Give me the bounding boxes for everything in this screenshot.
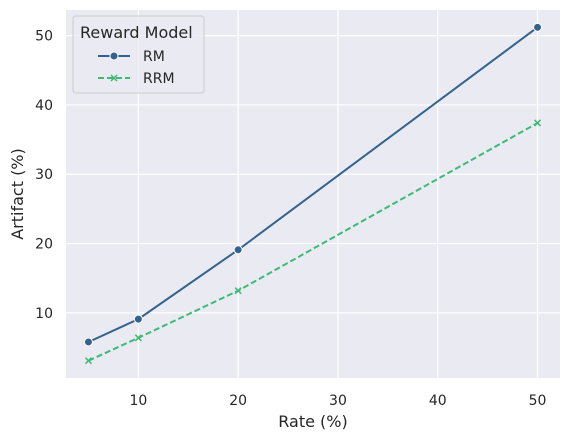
data-point	[233, 245, 243, 255]
data-point	[533, 22, 543, 32]
data-point	[133, 314, 143, 324]
x-axis-label: Rate (%)	[278, 412, 347, 431]
x-tick-label: 20	[229, 393, 247, 409]
x-tick-label: 10	[129, 393, 147, 409]
data-point	[534, 119, 542, 127]
series-line	[88, 26, 539, 343]
series-line	[88, 122, 538, 362]
legend-item-rm: RM	[98, 49, 165, 65]
legend-label: RM	[143, 49, 165, 65]
series-rrm	[84, 119, 542, 365]
y-tick-label: 40	[35, 98, 53, 114]
data-point	[109, 51, 119, 61]
legend: Reward Model RM RRM	[72, 15, 205, 94]
tick-labels: 10 20 30 40 50 10 20 30 40 50	[35, 29, 546, 409]
y-tick-label: 50	[35, 29, 53, 45]
series-rm	[83, 22, 543, 347]
data-point	[110, 74, 118, 82]
x-tick-label: 50	[529, 393, 547, 409]
x-tick-label: 40	[429, 393, 447, 409]
y-tick-label: 20	[35, 237, 53, 253]
y-tick-label: 10	[35, 306, 53, 322]
data-point	[84, 357, 92, 365]
data-point	[134, 334, 142, 342]
series	[83, 22, 543, 365]
legend-box	[72, 15, 205, 94]
x-tick-label: 30	[329, 393, 347, 409]
grid	[66, 10, 560, 378]
legend-label: RRM	[143, 71, 175, 87]
y-axis-label: Artifact (%)	[8, 148, 27, 240]
legend-title: Reward Model	[80, 23, 193, 42]
legend-item-rrm: RRM	[98, 71, 175, 87]
y-tick-label: 30	[35, 167, 53, 183]
legend-items: RM RRM	[98, 49, 175, 87]
data-point	[234, 287, 242, 295]
data-point	[83, 337, 93, 347]
